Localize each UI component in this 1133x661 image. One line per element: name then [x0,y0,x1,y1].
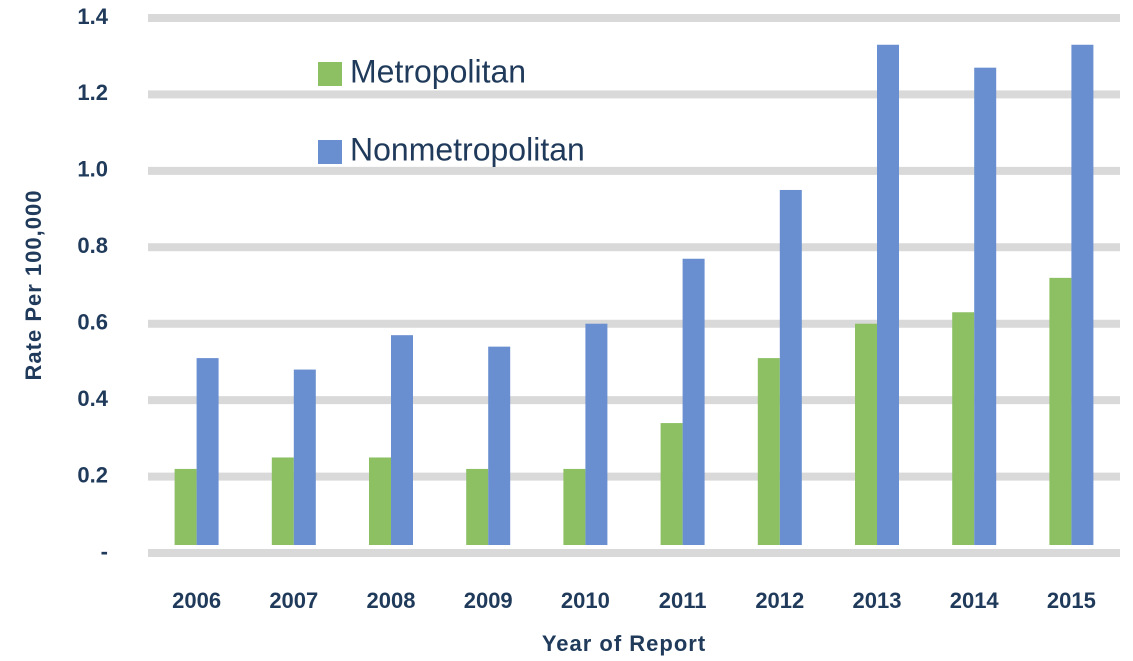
y-tick-label: 0.4 [77,386,108,411]
bar [563,468,586,545]
bar [488,346,511,545]
x-tick-label: 2012 [755,588,804,613]
legend-label: Nonmetropolitan [350,131,585,167]
y-tick-label: 0.8 [77,233,108,258]
y-tick-label: 0.6 [77,310,108,335]
x-tick-label: 2009 [464,588,513,613]
x-axis-title: Year of Report [542,631,706,656]
bar [660,423,683,545]
x-tick-label: 2014 [950,588,1000,613]
y-tick-label: 1.0 [77,157,108,182]
x-tick-label: 2006 [172,588,221,613]
bar [974,67,997,545]
bar [682,258,705,545]
bar [1049,277,1072,545]
y-axis-title: Rate Per 100,000 [21,190,46,381]
bar [293,369,316,545]
bar [779,189,802,545]
legend-swatch [318,62,342,86]
bar [877,44,899,545]
y-tick-label: 0.2 [77,462,108,487]
bar [391,335,413,545]
x-tick-label: 2008 [367,588,416,613]
bar [757,358,780,545]
bar [585,323,608,545]
x-tick-label: 2007 [269,588,318,613]
legend-label: Metropolitan [350,53,526,89]
bar [952,312,975,545]
y-tick-label: 1.4 [77,4,108,29]
bar [271,457,294,545]
legend-swatch [318,140,342,164]
bar [369,457,391,545]
bar [174,468,197,545]
y-tick-label: - [101,539,108,564]
bar [196,358,219,545]
x-tick-label: 2013 [853,588,902,613]
y-tick-label: 1.2 [77,80,108,105]
bar [855,323,877,545]
bar [466,468,489,545]
x-tick-label: 2010 [561,588,610,613]
x-tick-label: 2011 [659,588,707,613]
x-tick-label: 2015 [1047,588,1096,613]
bar [1071,44,1094,545]
